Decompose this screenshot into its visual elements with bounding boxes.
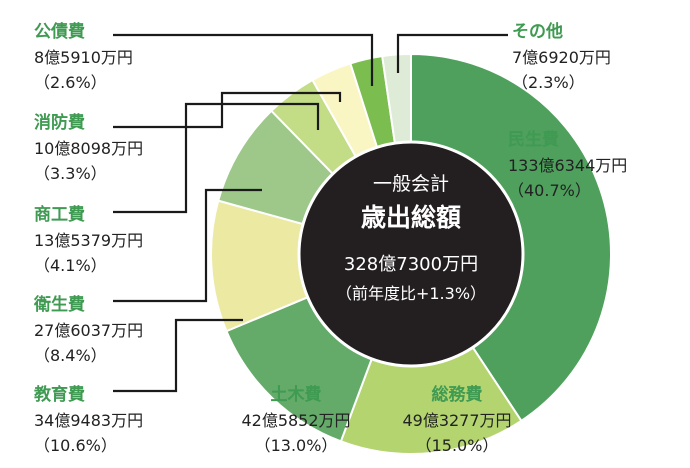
slice-value: 42億5852万円 — [241, 411, 351, 430]
leader-eisei — [113, 188, 262, 303]
slice-value: 13億5379万円 — [34, 231, 144, 250]
slice-value: 8億5910万円 — [34, 48, 133, 67]
slice-label-minsei: 民生費 133億6344万円 （40.7%） — [508, 128, 627, 203]
center-line1: 一般会計 — [372, 173, 449, 195]
center-line2: 歳出総額 — [360, 203, 461, 232]
slice-percent: （8.4%） — [34, 346, 107, 365]
slice-name: 消防費 — [34, 113, 85, 133]
slice-label-shoukou: 商工費 13億5379万円 （4.1%） — [34, 203, 143, 278]
slice-label-shoubou: 消防費 10億8098万円 （3.3%） — [34, 111, 143, 186]
slice-value: 7億6920万円 — [512, 48, 611, 67]
slice-label-sonota: その他 7億6920万円 （2.3%） — [512, 20, 611, 95]
center-total: 328億7300万円 — [343, 254, 479, 275]
slice-value: 34億9483万円 — [34, 411, 144, 430]
slice-percent: （2.6%） — [34, 73, 107, 92]
leader-sonota — [396, 33, 508, 73]
slice-percent: （4.1%） — [34, 256, 107, 275]
slice-name: 商工費 — [34, 205, 85, 225]
leader-kousai — [113, 33, 374, 86]
slice-label-eisei: 衛生費 27億6037万円 （8.4%） — [34, 293, 143, 368]
center-change: （前年度比+1.3%） — [335, 284, 487, 303]
chart-center-label: 一般会計 歳出総額 328億7300万円 （前年度比+1.3%） — [311, 170, 511, 308]
slice-percent: （3.3%） — [34, 164, 107, 183]
slice-value: 133億6344万円 — [508, 156, 628, 175]
leader-shoukou — [113, 102, 320, 214]
donut-center-disc — [297, 140, 525, 368]
slice-name: 衛生費 — [34, 295, 85, 315]
slice-name: その他 — [512, 22, 563, 42]
slice-label-kyouiku: 教育費 34億9483万円 （10.6%） — [34, 383, 143, 458]
slice-value: 27億6037万円 — [34, 321, 144, 340]
slice-percent: （40.7%） — [508, 181, 591, 200]
slice-percent: （10.6%） — [34, 436, 117, 455]
slice-value: 49億3277万円 — [402, 411, 512, 430]
slice-percent: （2.3%） — [512, 73, 585, 92]
slice-percent: （15.0%） — [415, 436, 499, 455]
slice-label-soumu: 総務費 49億3277万円 （15.0%） — [372, 383, 542, 458]
slice-name: 教育費 — [34, 385, 85, 405]
slice-label-doboku: 土木費 42億5852万円 （13.0%） — [206, 383, 386, 458]
slice-label-kousai: 公債費 8億5910万円 （2.6%） — [34, 20, 133, 95]
slice-name: 総務費 — [431, 385, 483, 405]
slice-name: 公債費 — [34, 22, 85, 42]
slice-name: 土木費 — [270, 385, 322, 405]
slice-name: 民生費 — [508, 130, 559, 150]
slice-value: 10億8098万円 — [34, 139, 144, 158]
leader-kyouiku — [113, 318, 243, 393]
slice-percent: （13.0%） — [254, 436, 338, 455]
